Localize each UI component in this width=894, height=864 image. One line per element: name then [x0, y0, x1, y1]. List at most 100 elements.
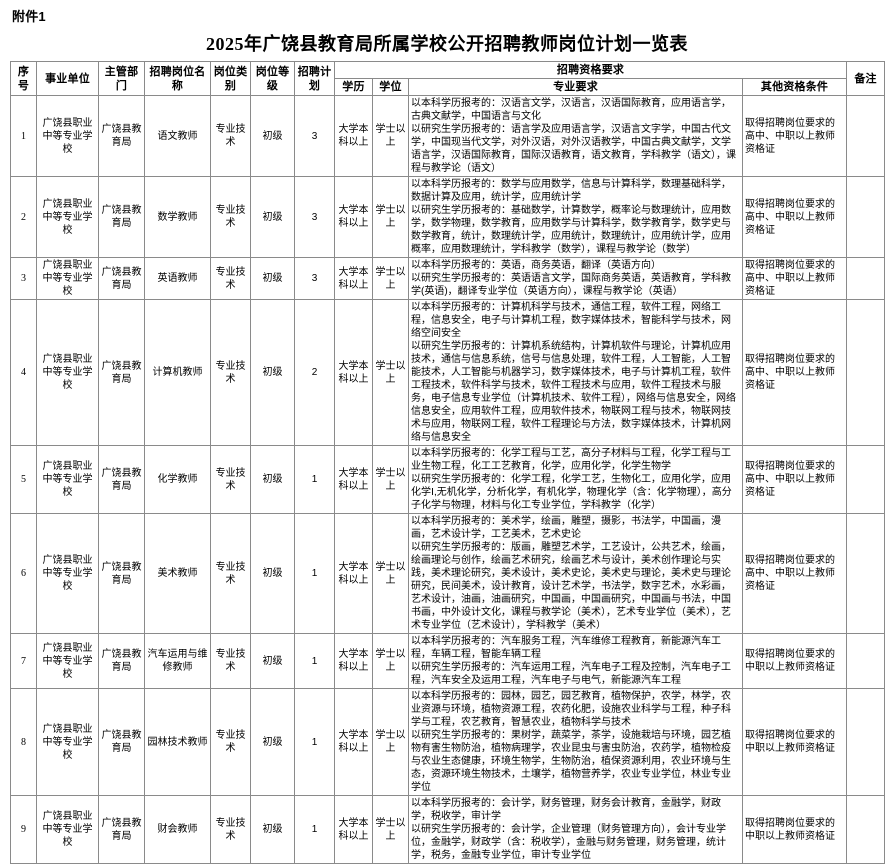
cell-post-category: 专业技术 [210, 445, 251, 514]
cell-plan-count: 1 [294, 445, 335, 514]
cell-plan-count: 1 [294, 795, 335, 864]
cell-post-name: 数学教师 [144, 176, 211, 258]
cell-major-requirements: 以本科学历报考的：计算机科学与技术，通信工程，软件工程，网络工程，信息安全，电子… [408, 299, 743, 446]
cell-post-category: 专业技术 [210, 257, 251, 300]
cell-other-qualification: 取得招聘岗位要求的中职以上教师资格证 [741, 633, 848, 689]
table-body: 1 广饶县职业中等专业学校 广饶县教育局 语文教师 专业技术 初级 3 大学本科以上 学士以上以… [10, 95, 886, 864]
cell-unit: 广饶县职业中等专业学校 [36, 299, 99, 446]
cell-unit: 广饶县职业中等专业学校 [36, 257, 99, 300]
header-dept: 主管部门 [98, 61, 145, 96]
cell-plan-count: 3 [294, 95, 335, 177]
cell-dept: 广饶县教育局 [98, 688, 145, 796]
cell-major-requirements: 以本科学历报考的：汉语言文学，汉语言，汉语国际教育，应用语言学，古典文献学，中国… [408, 95, 743, 177]
cell-degree: 学士以上 [372, 795, 409, 864]
header-remark: 备注 [846, 61, 886, 96]
cell-post-category: 专业技术 [210, 176, 251, 258]
cell-post-name: 化学教师 [144, 445, 211, 514]
cell-dept: 广饶县教育局 [98, 513, 145, 634]
header-post-category: 岗位类别 [210, 61, 251, 96]
cell-post-category: 专业技术 [210, 633, 251, 689]
cell-education: 大学本科以上 [334, 257, 373, 300]
cell-degree: 学士以上 [372, 257, 409, 300]
table-row: 3 广饶县职业中等专业学校 广饶县教育局 英语教师 专业技术 初级 3 大学本科以上 学士以上以… [10, 257, 886, 300]
header-post-name: 招聘岗位名称 [144, 61, 211, 96]
major-requirement-line: 以本科学历报考的：英语，商务英语，翻译（英语方向） [411, 260, 661, 271]
cell-plan-count: 1 [294, 688, 335, 796]
cell-dept: 广饶县教育局 [98, 795, 145, 864]
cell-post-category: 专业技术 [210, 795, 251, 864]
table-row: 8 广饶县职业中等专业学校 广饶县教育局 园林技术教师 专业技术 初级 1 大学本科以上 学士以… [10, 688, 886, 796]
cell-education: 大学本科以上 [334, 299, 373, 446]
cell-major-requirements: 以本科学历报考的：英语，商务英语，翻译（英语方向） 以研究生学历报考的：英语语言文… [408, 257, 743, 300]
cell-post-level: 初级 [250, 513, 295, 634]
cell-post-level: 初级 [250, 95, 295, 177]
cell-major-requirements: 以本科学历报考的：园林，园艺，园艺教育，植物保护，农学，林学，农业资源与环境，植… [408, 688, 743, 796]
cell-post-name: 计算机教师 [144, 299, 211, 446]
cell-other-qualification: 取得招聘岗位要求的高中、中职以上教师资格证 [741, 445, 848, 514]
cell-major-requirements: 以本科学历报考的：会计学，财务管理，财务会计教育，金融学，财政学，税收学，审计学… [408, 795, 743, 864]
header-qualification-group: 招聘资格要求 [333, 61, 848, 79]
major-requirement-line: 以本科学历报考的：数学与应用数学，信息与计算科学，数理基础科学，数据计算及应用，… [411, 179, 731, 203]
cell-post-category: 专业技术 [210, 95, 251, 177]
cell-plan-count: 3 [294, 176, 335, 258]
cell-post-category: 专业技术 [210, 688, 251, 796]
cell-post-name: 语文教师 [144, 95, 211, 177]
cell-remark [846, 688, 886, 796]
major-requirement-line: 以研究生学历报考的：语言学及应用语言学，汉语言文字学，中国古代文学，中国现当代文… [411, 124, 736, 174]
major-requirement-line: 以研究生学历报考的：化学工程，化学工艺，生物化工，应用化学，应用化学Ⅰ,无机化学… [411, 474, 732, 511]
cell-dept: 广饶县教育局 [98, 633, 145, 689]
cell-degree: 学士以上 [372, 633, 409, 689]
cell-unit: 广饶县职业中等专业学校 [36, 445, 99, 514]
cell-post-name: 美术教师 [144, 513, 211, 634]
cell-remark [846, 633, 886, 689]
cell-education: 大学本科以上 [334, 445, 373, 514]
cell-seq: 3 [10, 257, 37, 300]
major-requirement-line: 以本科学历报考的：计算机科学与技术，通信工程，软件工程，网络工程，信息安全，电子… [411, 302, 731, 339]
cell-seq: 4 [10, 299, 37, 446]
cell-seq: 8 [10, 688, 37, 796]
cell-post-category: 专业技术 [210, 299, 251, 446]
major-requirement-line: 以本科学历报考的：园林，园艺，园艺教育，植物保护，农学，林学，农业资源与环境，植… [411, 691, 731, 728]
cell-degree: 学士以上 [372, 299, 409, 446]
cell-post-name: 财会教师 [144, 795, 211, 864]
cell-post-category: 专业技术 [210, 513, 251, 634]
cell-plan-count: 1 [294, 513, 335, 634]
cell-post-level: 初级 [250, 795, 295, 864]
table-row: 2 广饶县职业中等专业学校 广饶县教育局 数学教师 专业技术 初级 3 大学本科以上 学士以上以… [10, 176, 886, 258]
major-requirement-line: 以本科学历报考的：汽车服务工程，汽车维修工程教育，新能源汽车工程，车辆工程，智能… [411, 636, 721, 660]
cell-education: 大学本科以上 [334, 176, 373, 258]
cell-seq: 7 [10, 633, 37, 689]
cell-remark [846, 795, 886, 864]
cell-major-requirements: 以本科学历报考的：化学工程与工艺，高分子材料与工程，化学工程与工业生物工程，化工… [408, 445, 743, 514]
major-requirement-line: 以本科学历报考的：化学工程与工艺，高分子材料与工程，化学工程与工业生物工程，化工… [411, 448, 731, 472]
cell-degree: 学士以上 [372, 95, 409, 177]
cell-education: 大学本科以上 [334, 795, 373, 864]
cell-plan-count: 2 [294, 299, 335, 446]
cell-major-requirements: 以本科学历报考的：汽车服务工程，汽车维修工程教育，新能源汽车工程，车辆工程，智能… [408, 633, 743, 689]
table-row: 4 广饶县职业中等专业学校 广饶县教育局 计算机教师 专业技术 初级 2 大学本科以上 学士以上… [10, 299, 886, 446]
cell-unit: 广饶县职业中等专业学校 [36, 688, 99, 796]
cell-other-qualification: 取得招聘岗位要求的高中、中职以上教师资格证 [741, 176, 848, 258]
header-major: 专业要求 [408, 78, 743, 96]
cell-post-level: 初级 [250, 176, 295, 258]
table-row: 9 广饶县职业中等专业学校 广饶县教育局 财会教师 专业技术 初级 1 大学本科以上 学士以上以… [10, 795, 886, 864]
cell-seq: 5 [10, 445, 37, 514]
cell-degree: 学士以上 [372, 513, 409, 634]
major-requirement-line: 以研究生学历报考的：计算机系统结构，计算机软件与理论，计算机应用技术，通信与信息… [411, 341, 736, 443]
header-seq: 序号 [10, 61, 37, 96]
cell-dept: 广饶县教育局 [98, 445, 145, 514]
cell-plan-count: 1 [294, 633, 335, 689]
cell-dept: 广饶县教育局 [98, 257, 145, 300]
table-row: 5 广饶县职业中等专业学校 广饶县教育局 化学教师 专业技术 初级 1 大学本科以上 学士以上以… [10, 445, 886, 514]
cell-post-level: 初级 [250, 445, 295, 514]
cell-post-level: 初级 [250, 299, 295, 446]
table-row: 6 广饶县职业中等专业学校 广饶县教育局 美术教师 专业技术 初级 1 大学本科以上 学士以上以… [10, 513, 886, 634]
cell-remark [846, 299, 886, 446]
cell-other-qualification: 取得招聘岗位要求的高中、中职以上教师资格证 [741, 299, 848, 446]
cell-degree: 学士以上 [372, 176, 409, 258]
cell-unit: 广饶县职业中等专业学校 [36, 633, 99, 689]
header-unit: 事业单位 [36, 61, 99, 96]
header-degree: 学位 [372, 78, 409, 96]
cell-plan-count: 3 [294, 257, 335, 300]
cell-dept: 广饶县教育局 [98, 176, 145, 258]
